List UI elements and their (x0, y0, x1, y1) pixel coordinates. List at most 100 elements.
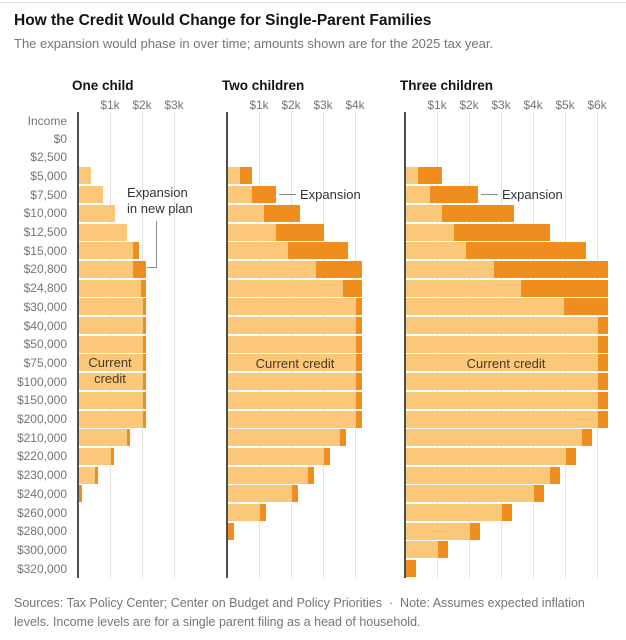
bar-current-segment (228, 298, 356, 316)
bar-expansion-segment (143, 410, 147, 428)
bar-current-segment (79, 298, 143, 316)
income-axis-title: Income (27, 114, 67, 128)
panel-title: One child (72, 78, 134, 93)
bar-expansion-segment (493, 260, 608, 278)
bar-current-segment (406, 260, 494, 278)
current-credit-label: Current credit (88, 355, 132, 386)
bar-expansion-segment (276, 223, 324, 241)
bar-expansion-segment (430, 186, 478, 204)
income-label: $260,000 (16, 505, 67, 520)
bar-expansion-segment (252, 186, 276, 204)
income-label: $230,000 (16, 468, 67, 483)
source-note: Sources: Tax Policy Center; Center on Bu… (14, 596, 585, 629)
bar-current-segment (406, 354, 598, 372)
tick-label: $2k (459, 98, 479, 112)
gridline (174, 112, 175, 578)
bar-current-segment (406, 410, 598, 428)
bar-expansion-segment (324, 447, 331, 465)
bar-current-segment (228, 279, 344, 297)
bar-expansion-segment (127, 429, 131, 447)
bar-expansion-segment (582, 429, 592, 447)
bar-expansion-segment (598, 410, 608, 428)
page-title: How the Credit Would Change for Single-P… (14, 12, 432, 29)
bar-expansion-segment (598, 391, 608, 409)
income-label: $240,000 (16, 486, 67, 501)
bar-expansion-segment (79, 485, 83, 503)
bar-expansion-segment (133, 260, 147, 278)
bar-current-segment (228, 485, 292, 503)
income-label: $75,000 (23, 355, 67, 370)
bar-current-segment (228, 317, 356, 334)
current-credit-label: Current credit (466, 356, 546, 371)
bar-expansion-segment (141, 279, 147, 297)
panel-title: Two children (222, 78, 305, 93)
page-subtitle: The expansion would phase in over time; … (14, 36, 494, 51)
bar-expansion-segment (143, 373, 147, 391)
income-label: $12,500 (23, 225, 67, 239)
bar-current-segment (79, 186, 103, 204)
bar-expansion-segment (356, 373, 363, 391)
bar-expansion-segment (143, 317, 147, 334)
income-label: $7,500 (30, 187, 67, 202)
bar-current-segment (228, 391, 356, 409)
axis-line (77, 112, 79, 578)
bar-expansion-segment (143, 391, 147, 409)
tick-label: $4k (523, 98, 543, 112)
bar-current-segment (228, 354, 356, 372)
bar-current-segment (406, 391, 598, 409)
bar-current-segment (406, 204, 442, 222)
bar-current-segment (406, 541, 438, 559)
income-label: $0 (53, 131, 67, 146)
bar-current-segment (406, 429, 582, 447)
annotation-leader-line (156, 221, 157, 268)
tick-label: $1k (100, 98, 120, 112)
tick-label: $5k (555, 98, 575, 112)
bar-current-segment (228, 373, 356, 391)
annotation-leader-line (147, 267, 157, 269)
tick-label: $3k (164, 98, 184, 112)
income-label: $210,000 (16, 430, 67, 445)
bar-expansion-segment (356, 317, 363, 334)
bar-expansion-segment (356, 335, 363, 353)
bar-expansion-segment (111, 447, 115, 465)
bar-expansion-segment (356, 410, 363, 428)
bar-current-segment (406, 279, 522, 297)
bar-expansion-segment (228, 522, 235, 540)
bar-current-segment (406, 223, 454, 241)
bar-expansion-segment (406, 560, 416, 578)
bar-current-segment (406, 335, 598, 353)
top-rule (0, 2, 626, 3)
tick-label: $2k (281, 98, 301, 112)
bar-current-segment (228, 447, 324, 465)
bar-current-segment (406, 242, 466, 260)
bar-current-segment (406, 485, 534, 503)
income-label: $5,000 (30, 168, 67, 183)
bar-expansion-segment (143, 354, 147, 372)
bar-current-segment (79, 391, 143, 409)
bar-expansion-segment (308, 466, 315, 484)
income-label: $220,000 (16, 449, 67, 464)
bar-expansion-segment (470, 522, 480, 540)
bar-current-segment (406, 298, 564, 316)
bar-expansion-segment (418, 167, 442, 185)
current-credit-label: Current credit (255, 356, 335, 371)
bar-expansion-segment (521, 279, 608, 297)
bar-current-segment (406, 167, 418, 185)
bar-current-segment (406, 317, 598, 334)
bar-expansion-segment (534, 485, 544, 503)
bar-current-segment (406, 373, 598, 391)
bar-current-segment (228, 335, 356, 353)
bar-expansion-segment (143, 298, 147, 316)
bar-current-segment (228, 429, 340, 447)
income-label: $320,000 (16, 561, 67, 576)
income-label: $100,000 (16, 374, 67, 389)
bar-expansion-segment (343, 279, 363, 297)
bar-expansion-segment (340, 429, 347, 447)
bar-expansion-segment (264, 204, 300, 222)
bar-expansion-segment (566, 447, 576, 465)
axis-line (404, 112, 406, 578)
annotation-leader-line (481, 194, 498, 196)
bar-current-segment (79, 354, 143, 372)
bar-expansion-segment (95, 466, 99, 484)
